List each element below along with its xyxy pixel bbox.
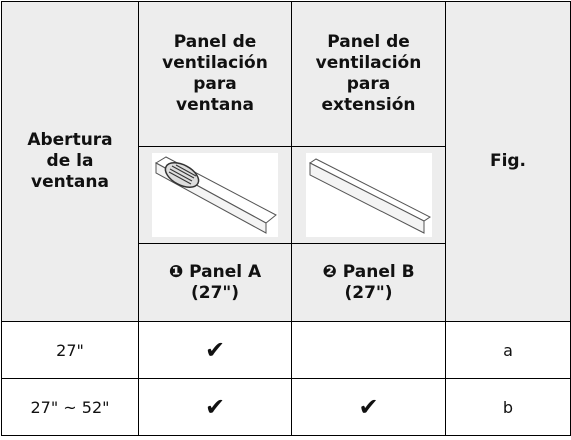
image-cell — [291, 146, 446, 244]
header-cell: Panel de ventilación para extensión — [291, 1, 446, 147]
check-cell: ✔ — [138, 321, 292, 379]
opening-cell: 27" — [1, 321, 139, 379]
extension-panel-image — [305, 153, 432, 237]
header-cell: Panel de ventilación para ventana — [138, 1, 292, 147]
header-cell: ❶ Panel A (27") — [138, 243, 292, 322]
header-cell: ❷ Panel B (27") — [291, 243, 446, 322]
image-cell — [138, 146, 292, 244]
header-cell: Fig. — [445, 1, 571, 322]
fig-cell: a — [445, 321, 571, 379]
check-cell: ✔ — [138, 378, 292, 436]
header-cell: Abertura de la ventana — [1, 1, 139, 322]
window-panel-image — [152, 153, 278, 237]
check-cell: ✔ — [291, 378, 446, 436]
opening-cell: 27" ~ 52" — [1, 378, 139, 436]
empty-cell — [291, 321, 446, 379]
fig-cell: b — [445, 378, 571, 436]
